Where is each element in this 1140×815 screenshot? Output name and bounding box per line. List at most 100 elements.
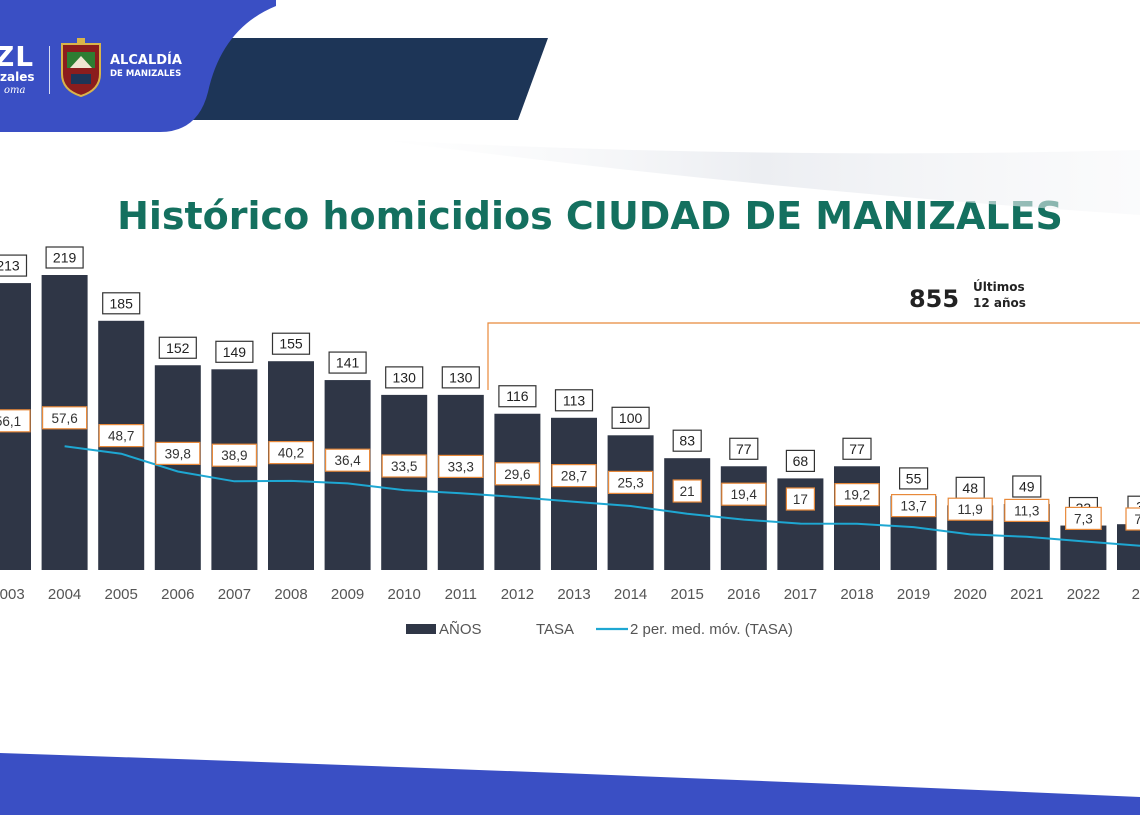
x-tick-label: 2017 xyxy=(784,586,817,603)
background-swoosh xyxy=(380,140,1140,215)
rate-label-box xyxy=(834,483,880,507)
rate-label: 13,7 xyxy=(900,499,926,514)
value-label: 83 xyxy=(679,433,695,449)
rate-label: 25,3 xyxy=(617,475,643,490)
legend-label-tasa: TASA xyxy=(536,621,574,638)
bar xyxy=(551,417,597,570)
x-tick-label: 2013 xyxy=(557,586,590,603)
rate-label-box xyxy=(268,441,314,465)
value-label-box xyxy=(672,429,702,452)
rate-label: 28,7 xyxy=(561,469,587,484)
value-label-box xyxy=(498,385,537,408)
value-label-box xyxy=(842,437,872,460)
rate-label-box xyxy=(494,462,540,486)
x-tick-label: 2015 xyxy=(671,586,704,603)
rate-label: 19,4 xyxy=(731,487,758,502)
bar-chart: 21356,121957,618548,715239,814938,915540… xyxy=(0,140,1140,638)
rate-label-box xyxy=(438,454,484,478)
rate-label-box xyxy=(155,441,201,465)
rate-label-box xyxy=(211,443,257,467)
rate-label-box xyxy=(947,497,993,521)
rate-label-box xyxy=(1065,506,1102,530)
legend-label-moving-average: 2 per. med. móv. (TASA) xyxy=(630,621,793,638)
brand-city-text: zales xyxy=(0,70,35,84)
bar xyxy=(1060,525,1107,570)
value-label-box xyxy=(898,467,929,490)
legend-label-anos: AÑOS xyxy=(439,621,482,638)
rate-label-box xyxy=(607,470,654,494)
value-label-box xyxy=(785,449,816,473)
rate-label: 33,5 xyxy=(391,459,417,474)
value-label-box xyxy=(554,389,594,412)
rate-label-box xyxy=(98,424,144,448)
x-tick-label: 2022 xyxy=(1067,586,1100,603)
bar xyxy=(1117,524,1140,570)
bar xyxy=(381,394,428,570)
rate-label-box xyxy=(551,464,597,488)
rate-label: 11,3 xyxy=(1014,503,1039,518)
rate-label: 56,1 xyxy=(0,414,21,429)
value-label: 185 xyxy=(110,295,134,311)
rate-label: 7,3 xyxy=(1074,511,1093,526)
coat-of-arms-logo xyxy=(61,38,101,98)
rate-label: 7, xyxy=(1134,512,1140,527)
value-label: 68 xyxy=(793,453,809,469)
bar xyxy=(154,365,201,570)
x-tick-label: 2012 xyxy=(501,586,534,603)
value-label-box xyxy=(271,332,311,355)
chart-title: Histórico homicidios CIUDAD DE MANIZALES xyxy=(117,194,1063,238)
value-label: 113 xyxy=(563,392,586,408)
footer-band xyxy=(0,753,1140,815)
rate-label: 48,7 xyxy=(108,429,134,444)
header-banner: ZL zales oma ALCALDÍA DE MANIZALES xyxy=(0,0,560,140)
value-label: 152 xyxy=(166,340,190,356)
brand-script-text: oma xyxy=(4,85,26,96)
bar xyxy=(268,361,314,570)
value-label-box xyxy=(328,351,367,374)
x-tick-label: 2018 xyxy=(840,586,873,603)
footer-blue-shape xyxy=(0,753,1140,815)
value-label: 155 xyxy=(279,336,303,352)
x-tick-label: 2010 xyxy=(388,586,421,603)
rate-label-box xyxy=(672,479,702,503)
rate-label-box xyxy=(890,494,937,518)
annotation-line1: Últimos xyxy=(973,279,1025,294)
value-label: 141 xyxy=(336,355,360,371)
bar xyxy=(834,466,880,570)
value-label: 49 xyxy=(1019,478,1035,494)
value-label: 77 xyxy=(849,441,865,457)
bar xyxy=(211,369,258,570)
header-shapes xyxy=(0,0,548,132)
rate-label: 29,6 xyxy=(504,467,530,482)
alcaldia-subtitle: DE MANIZALES xyxy=(110,69,182,79)
x-tick-label: 20 xyxy=(1132,586,1140,603)
moving-average-line xyxy=(64,445,1140,547)
rate-label-box xyxy=(1125,507,1140,531)
x-tick-label: 2008 xyxy=(274,586,307,603)
value-label: 130 xyxy=(449,369,473,385)
rate-label-box xyxy=(0,409,31,433)
value-label-box xyxy=(215,340,254,363)
value-label: 3 xyxy=(1136,499,1140,515)
rate-label: 40,2 xyxy=(278,446,304,461)
x-tick-label: 2007 xyxy=(218,586,251,603)
value-label-box xyxy=(385,366,424,389)
value-label: 149 xyxy=(223,344,247,360)
x-tick-label: 2009 xyxy=(331,586,364,603)
brand-divider xyxy=(49,46,50,94)
rate-label-box xyxy=(785,487,816,511)
value-label-box xyxy=(0,254,28,277)
value-label-box xyxy=(158,336,197,359)
value-label-box xyxy=(102,292,141,315)
x-tick-label: 2021 xyxy=(1010,586,1043,603)
value-label: 100 xyxy=(619,410,643,426)
value-label: 48 xyxy=(962,480,978,496)
rate-label: 33,3 xyxy=(448,459,474,474)
x-tick-label: 2014 xyxy=(614,586,647,603)
rate-label: 17 xyxy=(793,492,808,507)
rate-label: 21 xyxy=(680,484,695,499)
rate-label: 19,2 xyxy=(844,488,870,503)
value-label-box xyxy=(1012,475,1042,498)
value-label: 130 xyxy=(393,369,417,385)
rate-label: 36,4 xyxy=(334,453,361,468)
